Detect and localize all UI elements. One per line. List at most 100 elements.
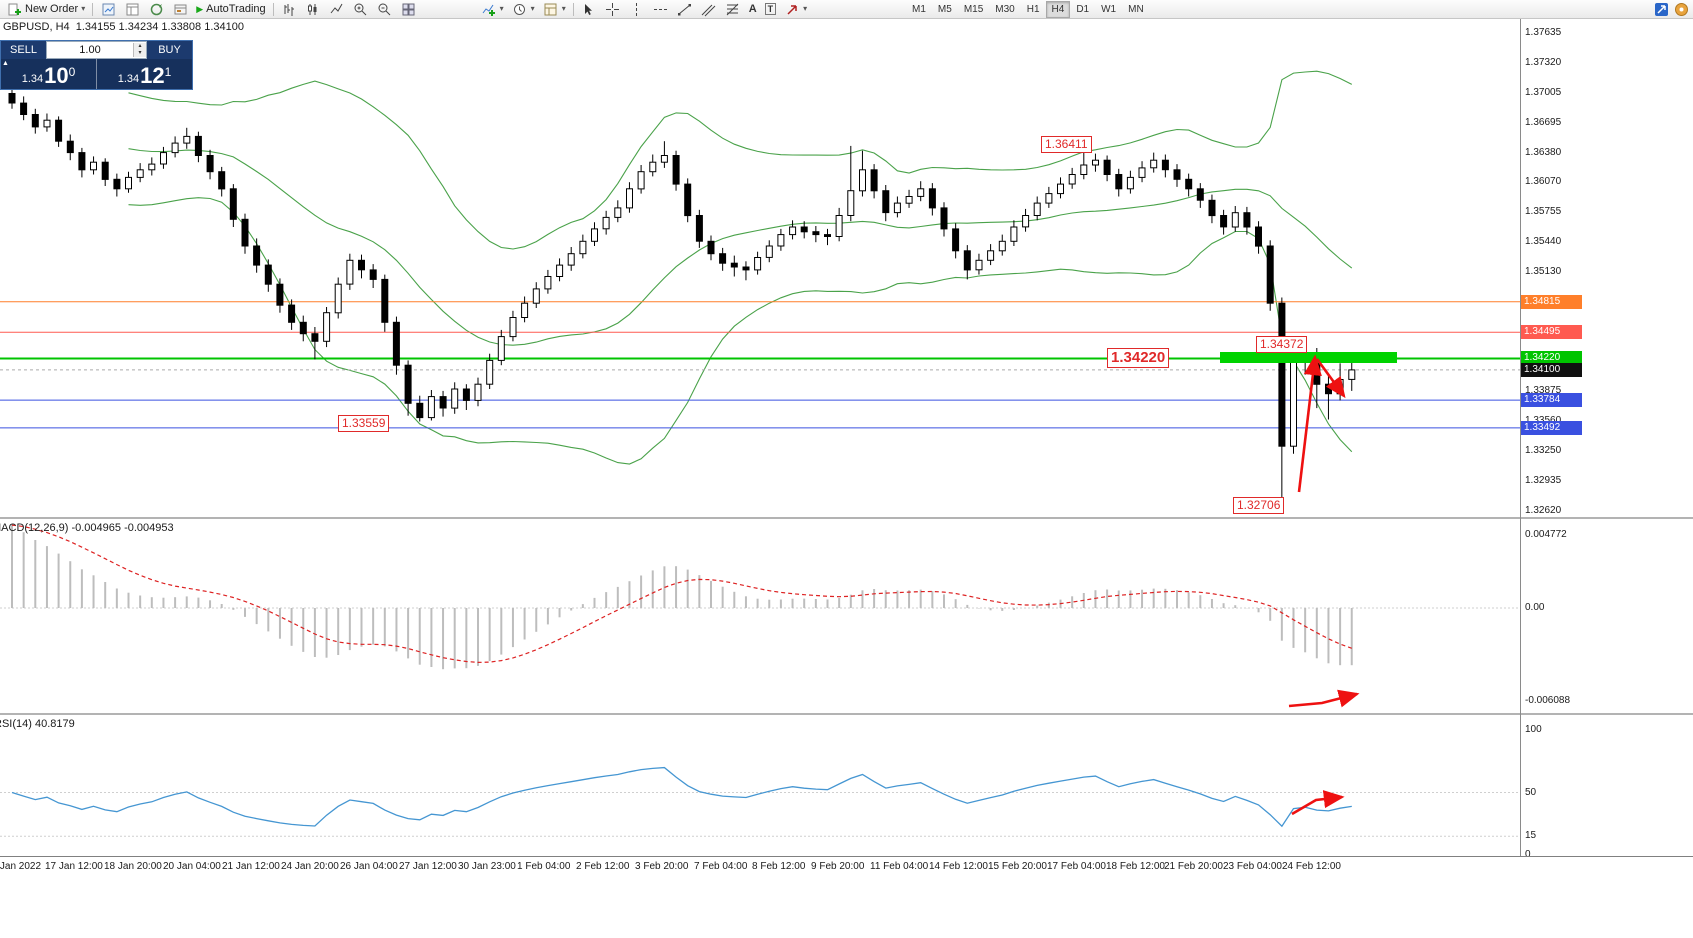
navigator-button[interactable] [144,1,168,17]
volume-spinner[interactable]: ▴ ▾ [133,43,146,57]
chart-ohlc-title: GBPUSD, H4 1.34155 1.34234 1.33808 1.341… [3,21,244,33]
price-annotation-label[interactable]: 1.32706 [1233,497,1285,514]
horizontal-line-button[interactable] [649,1,673,17]
sell-button[interactable]: SELL [1,41,46,59]
cursor-button[interactable] [577,1,601,17]
dropdown-caret-icon: ▾ [561,4,566,13]
price-annotation-label[interactable]: 1.34220 [1107,348,1170,368]
price-annotation-label[interactable]: 1.36411 [1041,136,1092,153]
trend-arrow-annotation[interactable] [1315,358,1346,399]
zoom-in-icon [353,1,369,17]
spinner-down-icon[interactable]: ▾ [134,50,146,57]
sell-price-big: 10 [44,63,69,88]
alerts-icon[interactable] [1673,1,1689,17]
time-axis-label: 24 Feb 12:00 [1282,861,1341,872]
zoom-in-button[interactable] [349,1,373,17]
buy-price-big: 12 [140,63,165,88]
text-label-button[interactable]: T [761,1,781,17]
horizontal-lines-layer[interactable] [0,301,1521,429]
market-watch-button[interactable] [96,1,120,17]
candlestick-chart-button[interactable] [301,1,325,17]
arrow-tool-button[interactable]: ▾ [780,1,811,17]
trendline-button[interactable] [673,1,697,17]
templates-button[interactable]: ▾ [539,1,570,17]
text-button[interactable]: A [745,1,761,17]
time-axis-label: 2 Feb 12:00 [576,861,630,872]
sell-price-prefix: 1.34 [21,73,44,85]
new-order-icon [6,1,22,17]
time-axis-label: 14 Jan 2022 [0,861,42,872]
trendline-icon [677,1,693,17]
macd-title: MACD(12,26,9) -0.004965 -0.004953 [0,522,174,534]
price-annotation-label[interactable]: 1.33559 [338,415,390,432]
fibonacci-icon [725,1,741,17]
trend-arrow-annotation[interactable] [1297,354,1322,493]
line-chart-icon [329,1,345,17]
new-order-button[interactable]: New Order ▾ [2,1,89,17]
crosshair-button[interactable] [601,1,625,17]
time-axis-label: 8 Feb 12:00 [752,861,806,872]
indicators-button[interactable]: ▾ [477,1,508,17]
terminal-button[interactable] [168,1,192,17]
buy-price[interactable]: 1.34 12 1 [97,59,192,89]
community-icon[interactable] [1653,1,1669,17]
data-window-button[interactable] [120,1,144,17]
terminal-icon [172,1,188,17]
timeframe-m15[interactable]: M15 [963,3,984,15]
trend-arrow-annotation[interactable] [1288,689,1360,708]
macd-histogram [11,525,1353,670]
timeframe-w1[interactable]: W1 [1101,3,1117,15]
sell-price-sup: 0 [68,65,76,79]
periods-button[interactable]: ▾ [508,1,539,17]
rsi-scale-0: 0 [1525,849,1531,860]
timeframe-m1[interactable]: M1 [912,3,926,15]
autotrading-button[interactable]: ▶ AutoTrading [192,1,269,17]
panel-separator[interactable] [0,713,1693,715]
buy-price-prefix: 1.34 [117,73,140,85]
volume-input[interactable]: 1.00 ▴ ▾ [46,41,147,59]
price-annotation-label[interactable]: 1.34372 [1256,336,1308,353]
time-axis-label: 7 Feb 04:00 [694,861,748,872]
time-axis-label: 3 Feb 20:00 [635,861,689,872]
dropdown-caret-icon: ▾ [81,4,86,13]
zoom-out-button[interactable] [373,1,397,17]
equidistant-channel-button[interactable] [697,1,721,17]
cursor-icon [581,1,597,17]
bar-chart-button[interactable] [277,1,301,17]
timeframe-h1[interactable]: H1 [1026,3,1040,15]
timeframe-m30[interactable]: M30 [995,3,1015,15]
macd-panel-canvas[interactable] [0,519,1521,713]
price-axis-tick: 1.36380 [1525,147,1562,158]
line-chart-button[interactable] [325,1,349,17]
main-chart-canvas[interactable] [0,18,1521,517]
buy-button[interactable]: BUY [147,41,192,59]
toolbar-separator [272,2,274,16]
fibonacci-button[interactable] [721,1,745,17]
collapse-panel-arrow-icon[interactable]: ▲ [2,60,9,67]
timeframe-h4[interactable]: H4 [1045,0,1071,18]
time-axis-label: 15 Feb 20:00 [988,861,1047,872]
timeframe-mn[interactable]: MN [1128,3,1144,15]
timeframe-m5[interactable]: M5 [937,3,952,15]
tile-windows-button[interactable] [397,1,421,17]
arrow-tool-icon [784,1,800,17]
equidistant-channel-icon [701,1,717,17]
price-axis-tick: 1.32935 [1525,475,1562,486]
spinner-up-icon[interactable]: ▴ [134,43,146,50]
time-axis-label: 17 Jan 12:00 [45,861,103,872]
rsi-panel-canvas[interactable] [0,715,1521,856]
trend-arrow-annotation[interactable] [1291,790,1345,816]
time-axis-label: 27 Jan 12:00 [399,861,457,872]
dropdown-caret-icon: ▾ [499,4,504,13]
price-line-label-1.33492: 1.33492 [1521,421,1582,435]
green-highlight-rectangle[interactable] [1220,352,1397,363]
vertical-line-button[interactable] [625,1,649,17]
panel-separator[interactable] [0,517,1693,519]
time-axis-label: 26 Jan 04:00 [340,861,398,872]
axis-corner [1521,856,1693,877]
timeframe-d1[interactable]: D1 [1076,3,1090,15]
text-label-icon: T [764,3,777,15]
new-order-label: New Order [25,3,79,15]
sell-price[interactable]: 1.34 10 0 [1,59,97,89]
